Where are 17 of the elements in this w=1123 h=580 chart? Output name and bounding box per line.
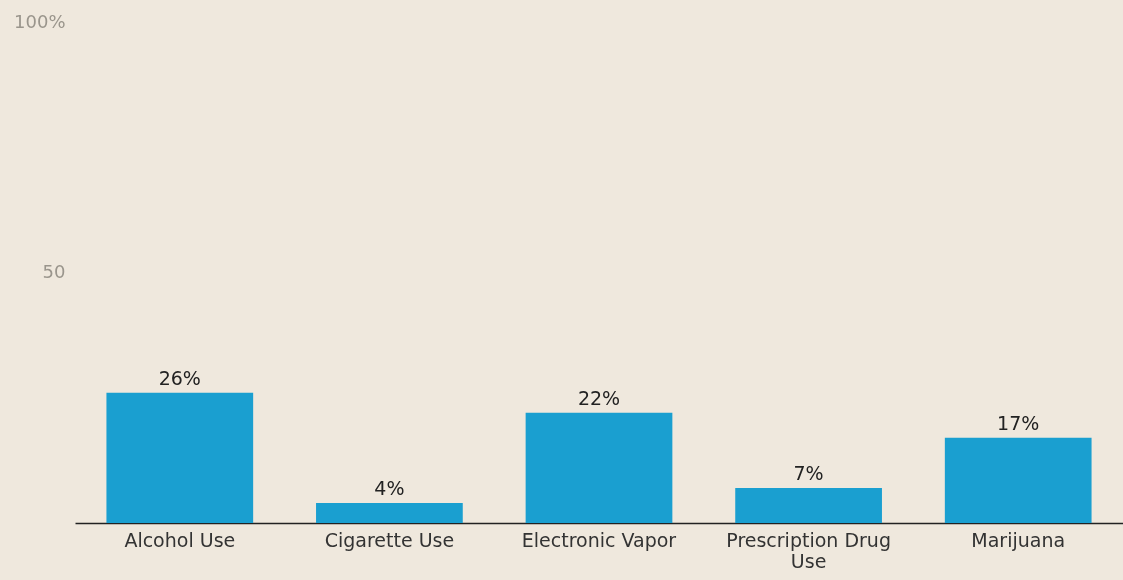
y-tick-label: 50 <box>42 261 66 282</box>
x-tick-label: Cigarette Use <box>324 528 455 551</box>
x-tick-label: Alcohol Use <box>124 528 236 551</box>
data-label: 4% <box>374 476 405 499</box>
data-label: 17% <box>997 411 1040 434</box>
x-tick-label: Electronic Vapor <box>521 528 677 551</box>
x-tick-label: Prescription Drug Use <box>726 528 891 572</box>
y-tick-label: 100% <box>14 10 66 32</box>
bar <box>316 502 463 523</box>
bar <box>735 487 882 523</box>
data-label: 26% <box>158 366 201 389</box>
bar <box>106 392 254 523</box>
bar <box>525 412 673 523</box>
x-tick-label: Marijuana <box>971 528 1066 551</box>
bar <box>944 437 1092 523</box>
data-label: 22% <box>577 386 621 409</box>
data-label: 7% <box>793 461 824 484</box>
